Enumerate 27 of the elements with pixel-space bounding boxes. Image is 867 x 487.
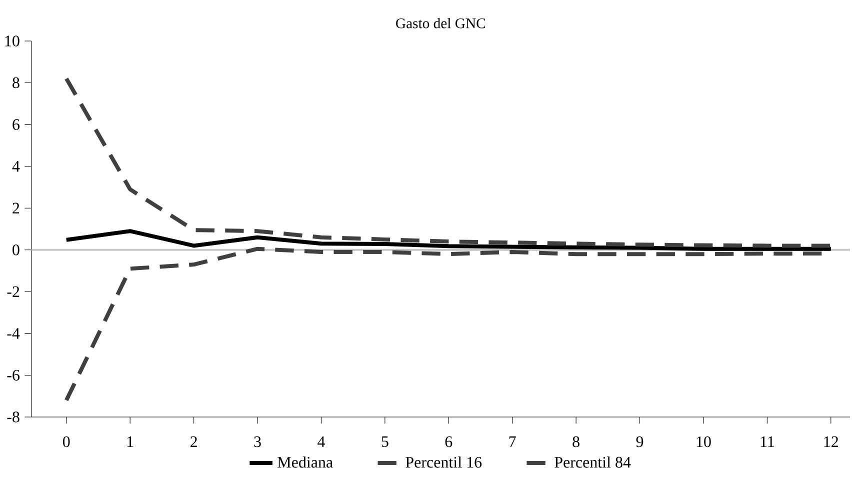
y-tick-label: 10 bbox=[5, 36, 20, 46]
x-tick-label: 7 bbox=[509, 436, 516, 447]
legend-label: Percentil 84 bbox=[554, 456, 631, 468]
x-tick-label: 3 bbox=[254, 436, 261, 448]
x-tick-label: 8 bbox=[572, 436, 580, 448]
x-tick-label: 9 bbox=[636, 436, 644, 448]
chart-title: Gasto del GNC bbox=[396, 18, 486, 28]
x-tick-label: 2 bbox=[190, 436, 197, 447]
x-tick-label: 10 bbox=[696, 436, 711, 448]
legend-label: Percentil 16 bbox=[406, 456, 482, 468]
y-tick-label: -4 bbox=[7, 328, 20, 339]
x-tick-label: 5 bbox=[382, 436, 388, 447]
y-tick-label: 2 bbox=[12, 202, 20, 214]
y-tick-label: -6 bbox=[7, 370, 20, 381]
y-tick-label: -8 bbox=[7, 412, 20, 422]
x-tick-label: 6 bbox=[445, 436, 452, 448]
y-tick-label: 4 bbox=[12, 161, 20, 172]
y-tick-label: 6 bbox=[12, 119, 20, 130]
x-tick-label: 4 bbox=[318, 436, 325, 447]
x-tick-label: 11 bbox=[760, 436, 774, 447]
y-tick-label: -2 bbox=[7, 286, 20, 297]
x-tick-label: 0 bbox=[62, 436, 70, 448]
legend-label: Mediana bbox=[278, 456, 333, 468]
x-tick-label: 1 bbox=[127, 436, 134, 447]
x-tick-label: 12 bbox=[824, 436, 838, 447]
y-tick-label: 0 bbox=[12, 244, 20, 256]
y-tick-label: 8 bbox=[12, 77, 20, 88]
